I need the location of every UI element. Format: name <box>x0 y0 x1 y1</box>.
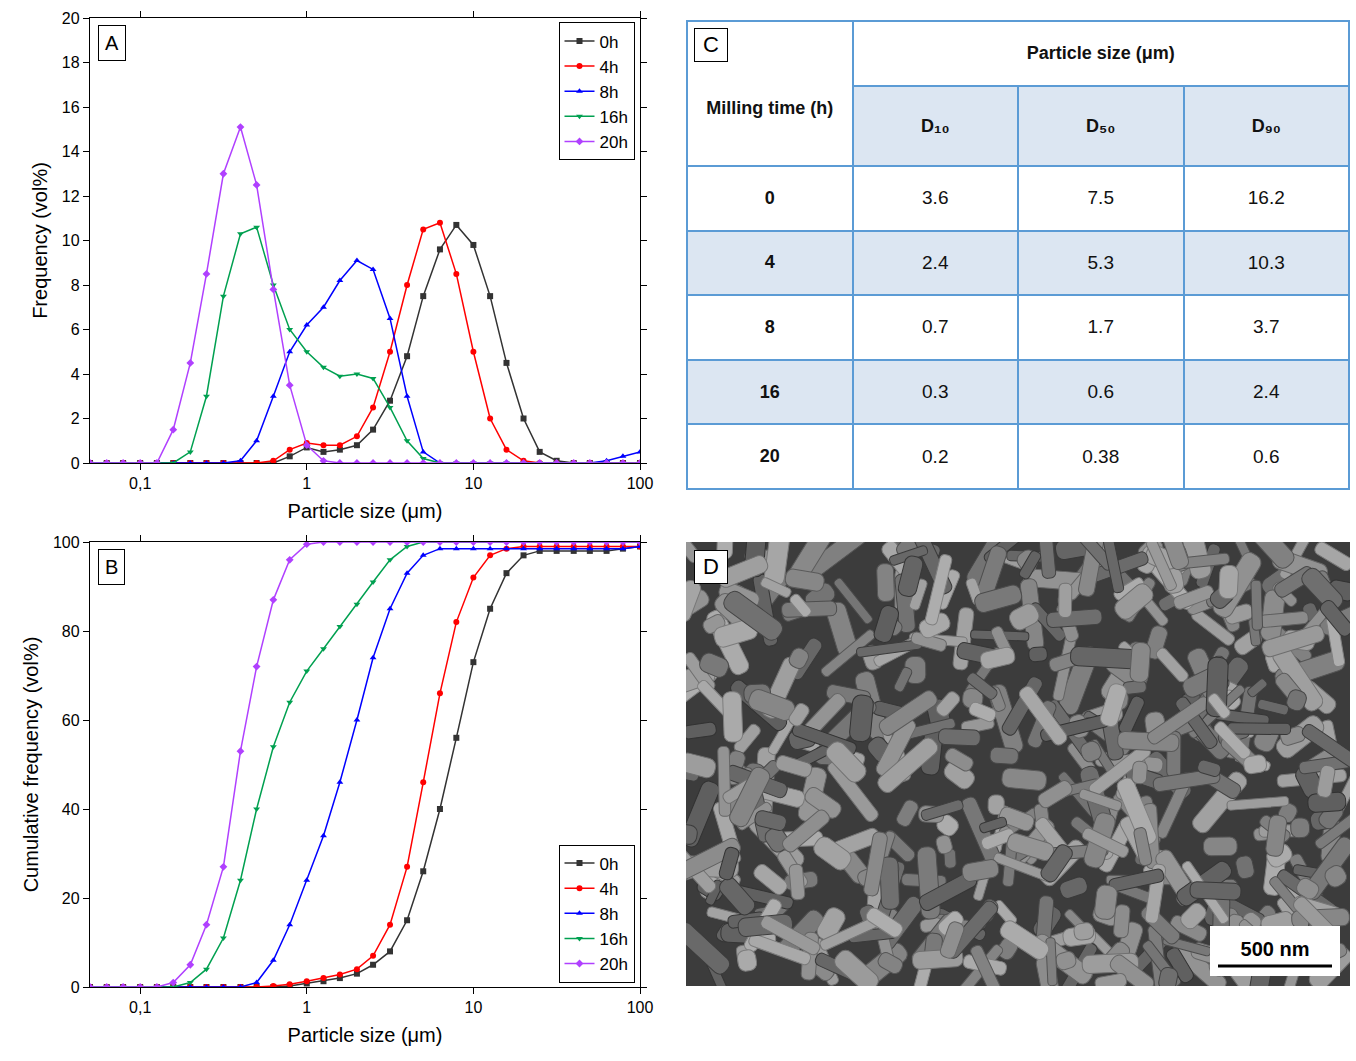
svg-text:4h: 4h <box>600 880 619 899</box>
html-text:1.7: 1.7 <box>1087 316 1114 338</box>
html-text:5.3: 5.3 <box>1087 251 1114 273</box>
html-text:D₁₀: D₁₀ <box>921 115 950 136</box>
svg-text:2: 2 <box>71 410 80 427</box>
svg-text:8h: 8h <box>600 83 619 102</box>
svg-text:Particle size (μm): Particle size (μm) <box>288 1024 443 1046</box>
svg-text:Cumulative frequency (vol%): Cumulative frequency (vol%) <box>20 637 42 893</box>
svg-text:14: 14 <box>62 143 80 160</box>
svg-text:1: 1 <box>302 999 311 1016</box>
svg-text:0h: 0h <box>600 33 619 52</box>
svg-text:1: 1 <box>302 475 311 492</box>
svg-text:100: 100 <box>627 475 654 492</box>
svg-text:16h: 16h <box>600 108 628 127</box>
html-text:Milling time (h): Milling time (h) <box>706 97 834 118</box>
svg-text:6: 6 <box>71 321 80 338</box>
svg-text:80: 80 <box>62 623 80 640</box>
svg-text:16: 16 <box>62 99 80 116</box>
svg-text:100: 100 <box>53 534 80 551</box>
svg-text:0,1: 0,1 <box>129 999 151 1016</box>
svg-text:A: A <box>105 32 119 54</box>
html-text:Particle size (μm): Particle size (μm) <box>1026 43 1175 63</box>
svg-text:8: 8 <box>71 277 80 294</box>
html-text:7.5: 7.5 <box>1087 187 1114 209</box>
html-text:C: C <box>703 32 719 57</box>
svg-text:0,1: 0,1 <box>129 475 151 492</box>
html-text:0.3: 0.3 <box>922 381 949 403</box>
svg-text:0: 0 <box>71 455 80 472</box>
svg-text:20: 20 <box>62 10 80 27</box>
svg-text:18: 18 <box>62 54 80 71</box>
svg-text:20h: 20h <box>600 955 628 974</box>
svg-text:12: 12 <box>62 188 80 205</box>
svg-text:20h: 20h <box>600 133 628 152</box>
svg-text:500 nm: 500 nm <box>1241 938 1310 960</box>
html-text:0.6: 0.6 <box>1253 445 1280 467</box>
html-text:2.4: 2.4 <box>1253 381 1280 403</box>
svg-text:4h: 4h <box>600 58 619 77</box>
html-text:D₉₀: D₉₀ <box>1251 115 1281 136</box>
svg-text:40: 40 <box>62 801 80 818</box>
html-text:16: 16 <box>759 381 780 402</box>
svg-text:0h: 0h <box>600 855 619 874</box>
html-text:0.6: 0.6 <box>1087 381 1114 403</box>
svg-text:0: 0 <box>71 979 80 996</box>
html-text:D: D <box>703 554 719 579</box>
html-text:D₅₀: D₅₀ <box>1086 115 1116 136</box>
html-text:20: 20 <box>759 446 780 467</box>
svg-text:20: 20 <box>62 890 80 907</box>
svg-text:4: 4 <box>71 366 80 383</box>
html-text:3.6: 3.6 <box>922 187 949 209</box>
html-text:0.7: 0.7 <box>922 316 949 338</box>
html-text:0.38: 0.38 <box>1082 445 1120 467</box>
svg-text:Particle size (μm): Particle size (μm) <box>288 500 443 522</box>
html-text:4: 4 <box>764 252 775 273</box>
svg-text:10: 10 <box>464 475 482 492</box>
svg-text:B: B <box>105 556 118 578</box>
svg-text:10: 10 <box>62 232 80 249</box>
svg-text:10: 10 <box>464 999 482 1016</box>
html-text:8: 8 <box>764 317 775 337</box>
html-text:0.2: 0.2 <box>922 445 949 467</box>
svg-text:100: 100 <box>627 999 654 1016</box>
html-text:2.4: 2.4 <box>922 251 949 273</box>
html-text:0: 0 <box>764 187 775 208</box>
svg-text:16h: 16h <box>600 930 628 949</box>
html-text:16.2: 16.2 <box>1247 187 1285 209</box>
html-text:3.7: 3.7 <box>1253 316 1280 338</box>
svg-text:8h: 8h <box>600 905 619 924</box>
svg-text:Frequency (vol%): Frequency (vol%) <box>29 162 51 319</box>
html-text:10.3: 10.3 <box>1247 251 1285 273</box>
svg-text:60: 60 <box>62 712 80 729</box>
